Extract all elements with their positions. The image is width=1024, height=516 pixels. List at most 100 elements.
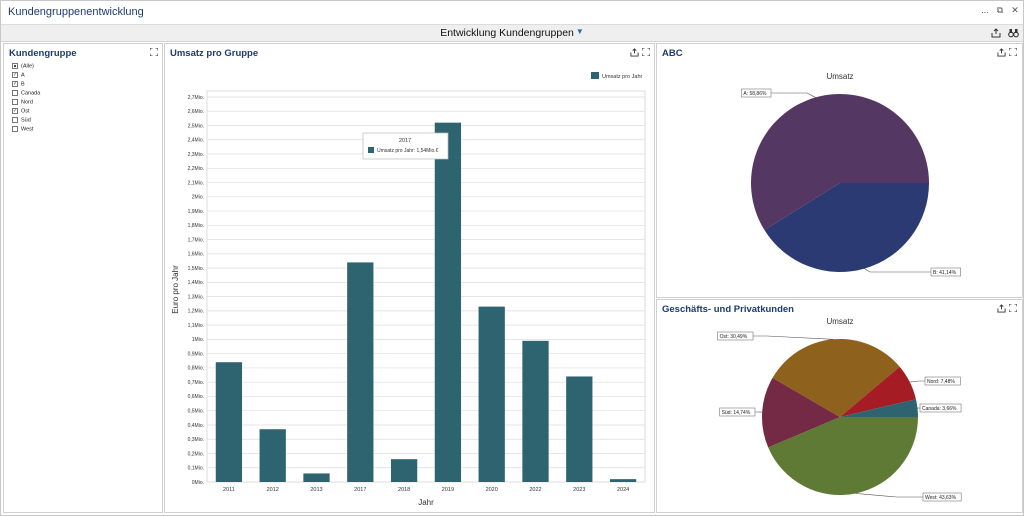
revenue-per-group-panel: Umsatz pro Gruppe 0Mio. 0,1Mio. 0,2Mio. 0,3… — [164, 43, 655, 513]
filter-icon[interactable]: ▼ — [575, 27, 584, 36]
y-tick-label: 0,9Mio. — [188, 351, 204, 357]
slice-label-box — [741, 88, 772, 98]
checkbox[interactable] — [12, 63, 18, 69]
filter-item-label: Süd — [21, 117, 31, 124]
y-tick-label: 0,8Mio. — [188, 366, 204, 372]
x-tick-label: 2011 — [223, 487, 235, 493]
maximize-icon[interactable] — [1008, 47, 1018, 58]
business-private-pie-chart: Umsatz West: 43,63% Süd: 14,74% Ost: 30,49%… — [717, 317, 962, 502]
filter-item[interactable]: Nord — [12, 99, 33, 107]
checkbox[interactable] — [12, 126, 18, 132]
maximize-icon[interactable] — [1008, 303, 1018, 314]
restore-icon[interactable]: ⧉ — [996, 5, 1004, 15]
panel-title: Umsatz pro Gruppe — [170, 48, 259, 59]
tooltip-title: 2017 — [399, 138, 411, 144]
checkbox[interactable] — [12, 99, 18, 105]
bar[interactable] — [390, 459, 418, 482]
slice-label: Nord: 7,48% — [927, 379, 955, 385]
slice-label-box — [719, 407, 756, 417]
pie-slice[interactable] — [768, 417, 918, 496]
pie-slice[interactable] — [772, 339, 900, 417]
checkbox[interactable] — [12, 90, 18, 96]
slice-label-box — [919, 403, 962, 413]
y-tick-label: 0,3Mio. — [188, 437, 204, 443]
export-icon[interactable] — [997, 48, 1006, 59]
filter-item[interactable]: ✓ A — [12, 72, 25, 80]
checkbox[interactable]: ✓ — [12, 72, 18, 78]
bar[interactable] — [609, 479, 637, 482]
filter-item[interactable]: Süd — [12, 117, 31, 125]
pie-slice[interactable] — [762, 377, 840, 448]
slice-label-box — [717, 331, 754, 341]
filter-item[interactable]: West — [12, 126, 33, 134]
panel-title: Kundengruppe — [9, 48, 77, 59]
binoculars-icon[interactable] — [1008, 28, 1019, 40]
y-tick-label: 2,7Mio. — [188, 95, 204, 101]
slice-label: A: 58,86% — [743, 91, 767, 97]
pie-slice[interactable] — [840, 366, 916, 417]
filter-item[interactable]: ✓ Ost — [12, 108, 30, 116]
more-options-icon[interactable]: ... — [981, 5, 989, 15]
maximize-icon[interactable] — [641, 47, 651, 58]
y-tick-label: 2,2Mio. — [188, 166, 204, 172]
x-tick-label: 2023 — [573, 487, 585, 493]
pie-title: Umsatz — [826, 317, 853, 326]
x-tick-label: 2012 — [267, 487, 279, 493]
filter-item[interactable]: ✓ B — [12, 81, 25, 89]
y-tick-label: 0,2Mio. — [188, 451, 204, 457]
y-tick-label: 2,6Mio. — [188, 109, 204, 115]
leader-line — [771, 92, 816, 98]
y-tick-label: 2,5Mio. — [188, 123, 204, 129]
legend-label: Umsatz pro Jahr — [602, 74, 643, 80]
leader-line — [753, 335, 834, 340]
bar[interactable] — [566, 376, 593, 482]
x-tick-label: 2024 — [617, 487, 629, 493]
close-icon[interactable]: ✕ — [1011, 5, 1019, 15]
panel-title: ABC — [662, 48, 683, 59]
pie-slice[interactable] — [751, 94, 929, 231]
y-axis-title: Euro pro Jahr — [171, 265, 180, 314]
filter-item[interactable]: (Alle) — [12, 63, 34, 71]
pie-slice[interactable] — [840, 399, 918, 417]
filter-item[interactable]: Canada — [12, 90, 40, 98]
dashboard-header: Entwicklung Kundengruppen ▼ — [1, 25, 1023, 42]
export-icon[interactable] — [991, 28, 1001, 40]
panel-title: Geschäfts- und Privatkunden — [662, 304, 794, 315]
abc-panel: ABC Umsatz A: 58,86% B: 41,14% — [656, 43, 1023, 298]
dashboard-title: Entwicklung Kundengruppen — [440, 27, 574, 39]
export-icon[interactable] — [630, 48, 639, 59]
bar[interactable] — [303, 473, 330, 482]
bar[interactable] — [478, 306, 505, 482]
filter-item-label: Canada — [21, 90, 41, 97]
bar[interactable] — [347, 262, 374, 482]
bar[interactable] — [215, 362, 243, 482]
leader-line — [909, 380, 925, 383]
x-axis-title: Jahr — [418, 498, 434, 507]
tooltip: 2017 Umsatz pro Jahr: 1,54Mio.€ — [362, 132, 449, 160]
checkbox[interactable]: ✓ — [12, 108, 18, 114]
y-tick-label: 1,3Mio. — [188, 294, 204, 300]
y-tick-label: 2,4Mio. — [188, 138, 204, 144]
y-tick-label: 1,7Mio. — [188, 237, 204, 243]
bar[interactable] — [522, 340, 549, 482]
leader-line — [864, 268, 931, 273]
y-tick-label: 1,8Mio. — [188, 223, 204, 229]
slice-label: West: 43,63% — [925, 495, 957, 501]
bar[interactable] — [434, 122, 462, 482]
window-title: Kundengruppenentwicklung — [8, 6, 144, 18]
bar[interactable] — [259, 429, 286, 482]
bar-chart: 0Mio. 0,1Mio. 0,2Mio. 0,3Mio. 0,4Mio. 0,5Mio.… — [171, 72, 646, 507]
business-private-panel: Geschäfts- und Privatkunden Umsatz West: … — [656, 299, 1023, 513]
y-tick-label: 0Mio. — [192, 480, 204, 486]
checkbox[interactable] — [12, 117, 18, 123]
checkbox[interactable]: ✓ — [12, 81, 18, 87]
export-icon[interactable] — [997, 304, 1006, 315]
x-tick-label: 2018 — [398, 487, 410, 493]
pie-slice[interactable] — [764, 183, 929, 273]
pie-title: Umsatz — [826, 72, 853, 81]
x-tick-label: 2017 — [354, 487, 366, 493]
x-tick-label: 2022 — [529, 487, 541, 493]
maximize-icon[interactable] — [149, 47, 159, 58]
y-tick-label: 1,2Mio. — [188, 309, 204, 315]
